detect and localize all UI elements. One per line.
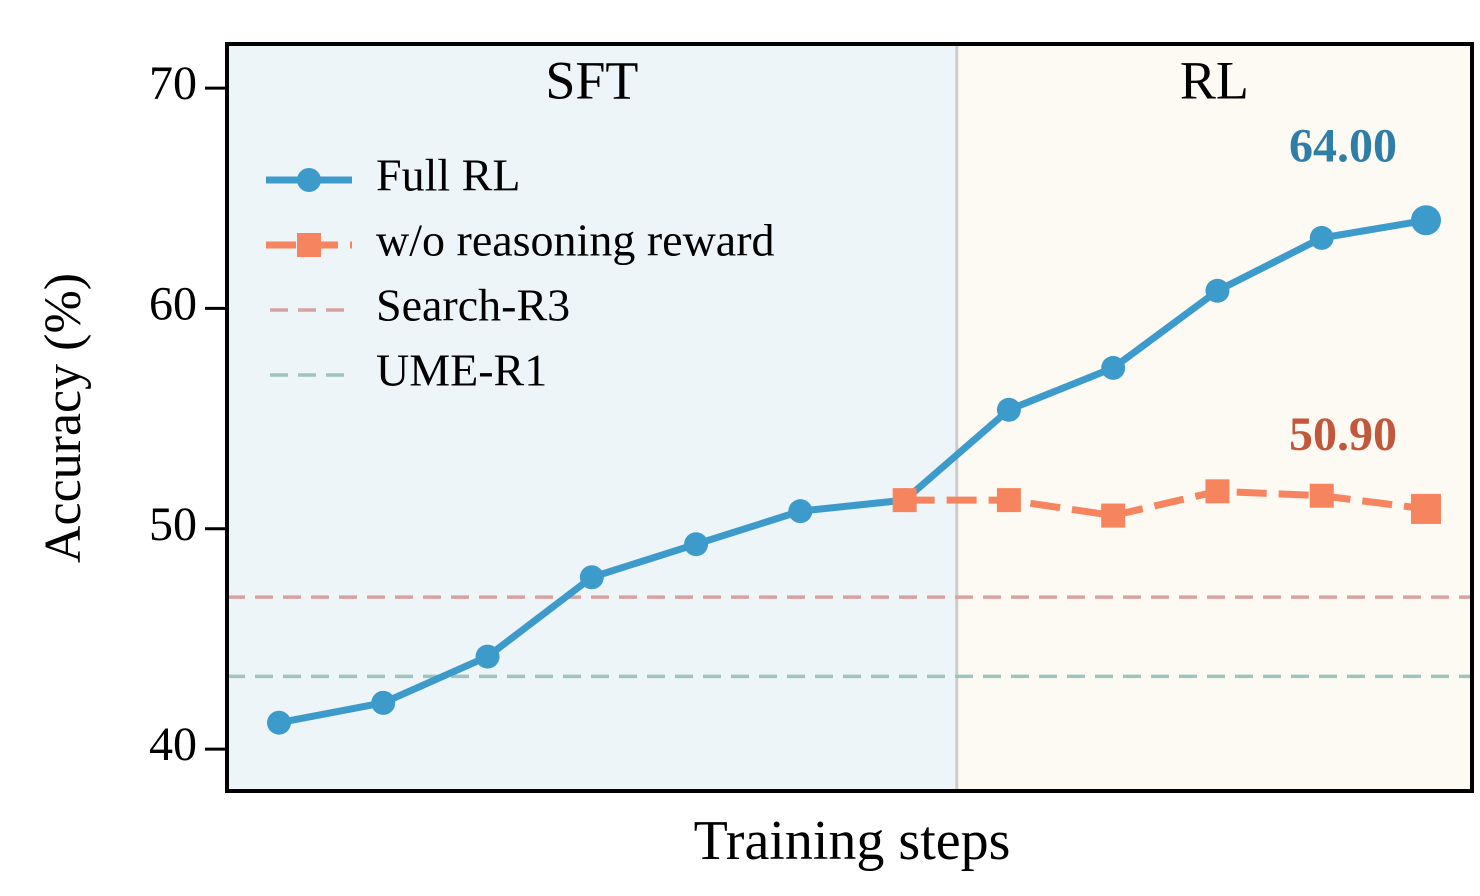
plot-background: SFT RL: [227, 44, 1472, 791]
marker: [475, 644, 500, 669]
marker: [579, 565, 604, 590]
y-tick-label: 70: [149, 57, 197, 110]
marker: [892, 488, 917, 513]
plot-frame: [225, 42, 1474, 793]
marker: [684, 532, 709, 557]
legend-label: UME-R1: [376, 345, 547, 396]
marker: [1101, 503, 1126, 528]
marker: [267, 710, 291, 735]
marker: [371, 690, 396, 715]
marker: [1309, 225, 1334, 250]
legend-marker: [297, 168, 321, 192]
legend-label: w/o reasoning reward: [376, 215, 775, 266]
series-line: [278, 216, 1427, 727]
value-label: 50.90: [1289, 408, 1397, 461]
marker: [788, 499, 813, 524]
region-label: RL: [1180, 50, 1249, 110]
marker: [996, 397, 1021, 422]
marker: [1411, 493, 1441, 524]
plot: 64.00 50.90: [227, 119, 1472, 735]
legend-marker: [297, 233, 321, 257]
y-axis-label: Accuracy (%): [35, 273, 92, 563]
marker: [1205, 479, 1230, 504]
marker: [1309, 483, 1334, 508]
value-label: 64.00: [1289, 119, 1397, 172]
y-tick-label: 40: [149, 718, 197, 771]
legend-label: Full RL: [376, 150, 520, 201]
series-line: [904, 487, 1427, 520]
y-tick-label: 50: [149, 498, 197, 551]
legend: Full RL w/o reasoning reward Search-R3 UME-…: [266, 150, 775, 396]
region-label: SFT: [545, 50, 638, 110]
marker: [1411, 205, 1441, 236]
x-axis-label: Training steps: [694, 810, 1011, 872]
y-tick-label: 60: [149, 277, 197, 330]
legend-label: Search-R3: [376, 280, 570, 331]
marker: [1205, 278, 1230, 303]
marker: [1101, 355, 1126, 380]
region: [956, 44, 1472, 791]
region: [227, 44, 957, 791]
marker: [996, 488, 1021, 513]
